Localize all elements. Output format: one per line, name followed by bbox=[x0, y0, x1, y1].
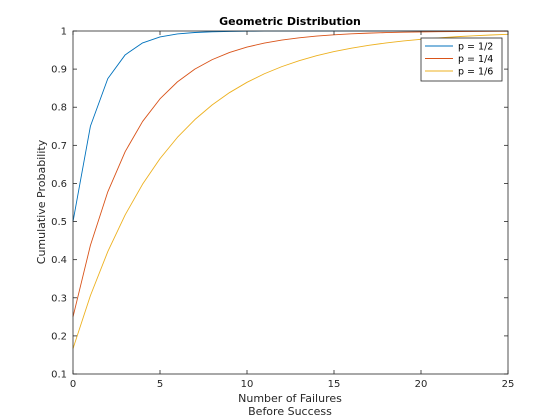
y-tick-label: 0.7 bbox=[51, 141, 67, 152]
tick-layer: 0 5 10 15 20 25 0.1 0.2 0.3 0.4 0.5 0.6 0.7 0.8 0.9 1 bbox=[51, 27, 514, 391]
axes-background bbox=[73, 31, 508, 374]
x-tick-label: 5 bbox=[157, 379, 163, 390]
y-axis-label: Cumulative Probability bbox=[35, 139, 48, 264]
x-tick-label: 10 bbox=[241, 379, 254, 390]
x-axis-label-line1: Number of Failures bbox=[238, 392, 342, 405]
legend-box bbox=[420, 37, 503, 82]
y-tick-label: 1 bbox=[61, 27, 67, 38]
legend-label-3: p = 1/6 bbox=[458, 66, 493, 77]
legend: p = 1/2 p = 1/4p = 1/6 bbox=[420, 37, 503, 82]
y-tick-label: 0.1 bbox=[51, 370, 67, 381]
x-tick-label: 15 bbox=[328, 379, 341, 390]
x-tick-label: 0 bbox=[70, 379, 76, 390]
y-tick-label: 0.9 bbox=[51, 65, 67, 76]
y-tick-label: 0.6 bbox=[51, 179, 67, 190]
chart-title: Geometric Distribution bbox=[219, 15, 361, 28]
y-tick-label: 0.4 bbox=[51, 255, 67, 266]
y-tick-label: 0.5 bbox=[51, 217, 67, 228]
legend-label-2: p = 1/4 bbox=[458, 54, 493, 65]
series-line-2 bbox=[72, 30, 509, 317]
legend-label-1: p = 1/2 bbox=[458, 41, 493, 52]
y-tick-label: 0.3 bbox=[51, 293, 67, 304]
axes-box bbox=[72, 30, 509, 375]
x-tick-label: 25 bbox=[502, 379, 515, 390]
y-tick-label: 0.2 bbox=[51, 331, 67, 342]
x-axis-label-line2: Before Success bbox=[248, 405, 332, 418]
y-tick-label: 0.8 bbox=[51, 103, 67, 114]
x-tick-label: 20 bbox=[415, 379, 428, 390]
